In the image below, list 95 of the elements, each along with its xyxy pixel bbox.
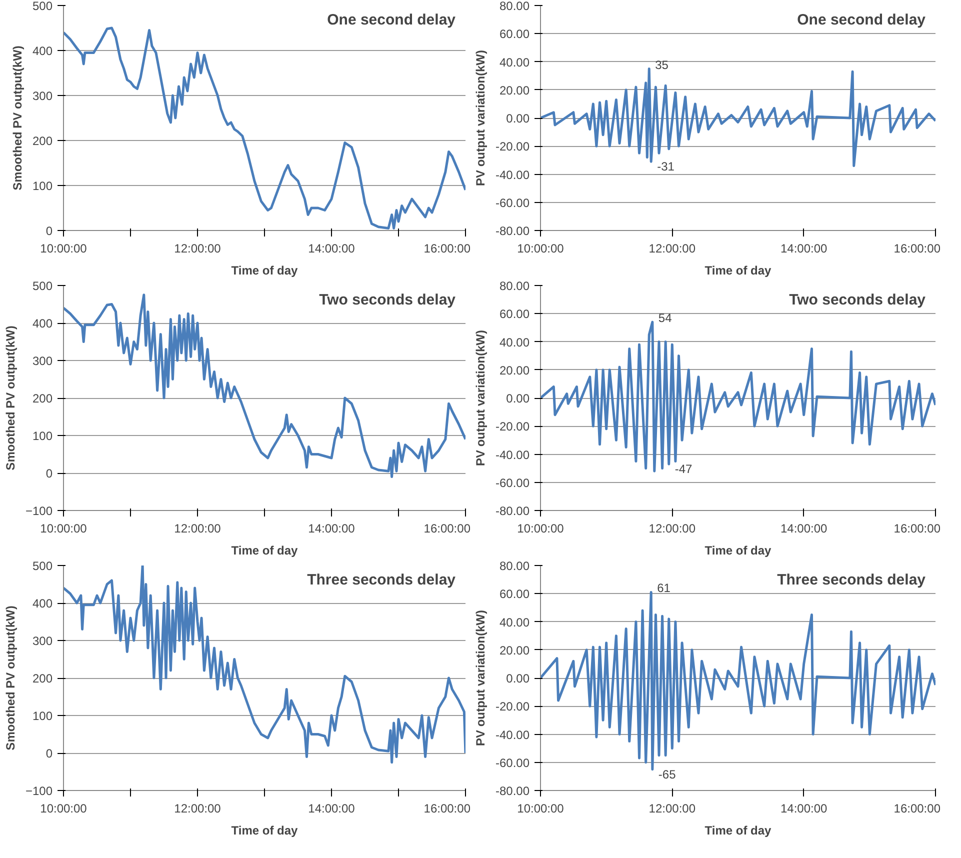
x-tick-label: 10:00:00 <box>40 242 88 256</box>
x-tick-label: 12:00:00 <box>648 242 696 256</box>
y-tick-label: -60.00 <box>495 196 530 210</box>
x-axis-title: Time of day <box>704 824 772 838</box>
y-tick-label: -80.00 <box>495 784 530 798</box>
y-tick-label: 400 <box>32 316 53 330</box>
y-tick-label: 100 <box>32 179 53 193</box>
y-tick-label: 80.00 <box>499 0 530 13</box>
y-tick-label: -20.00 <box>495 700 530 714</box>
y-tick-label: 20.00 <box>499 363 530 378</box>
y-tick-label: 0 <box>46 466 53 480</box>
y-tick-label: -60.00 <box>495 756 530 770</box>
y-axis-title: PV output variation(kW) <box>473 330 488 466</box>
annotation: -65 <box>658 767 676 782</box>
y-tick-label: -40.00 <box>495 168 530 182</box>
y-tick-label: 80.00 <box>499 559 530 573</box>
chart-title: One second delay <box>327 12 456 28</box>
y-tick-label: −100 <box>25 784 53 798</box>
y-tick-label: 100 <box>32 429 53 443</box>
y-tick-label: -80.00 <box>495 504 530 518</box>
x-tick-label: 10:00:00 <box>40 802 88 816</box>
x-axis-title: Time of day <box>231 544 298 558</box>
y-tick-label: 300 <box>32 634 53 648</box>
y-tick-label: 400 <box>32 596 53 610</box>
y-tick-label: 200 <box>32 672 53 686</box>
y-tick-label: 400 <box>32 44 53 58</box>
y-tick-label: 0 <box>46 224 53 238</box>
y-tick-label: 300 <box>32 354 53 368</box>
y-tick-label: 500 <box>32 279 53 293</box>
x-axis-title: Time of day <box>704 544 772 558</box>
x-tick-label: 12:00:00 <box>648 802 696 816</box>
y-tick-label: 200 <box>32 392 53 406</box>
y-tick-label: 80.00 <box>499 279 530 293</box>
y-tick-label: 0.00 <box>506 112 530 126</box>
y-tick-label: 0 <box>46 746 53 760</box>
x-axis-title: Time of day <box>231 264 298 278</box>
x-tick-label: 12:00:00 <box>174 242 222 256</box>
y-tick-label: 20.00 <box>499 643 530 658</box>
annotation: 61 <box>657 581 671 596</box>
x-tick-label: 14:00:00 <box>780 802 828 816</box>
x-tick-label: 10:00:00 <box>517 522 564 536</box>
x-tick-label: 14:00:00 <box>780 522 828 536</box>
y-tick-label: 60.00 <box>499 307 530 322</box>
y-tick-label: 40.00 <box>499 615 530 630</box>
chart-title: Two seconds delay <box>319 292 456 308</box>
y-tick-label: 40.00 <box>499 55 530 70</box>
y-tick-label: -20.00 <box>495 140 530 154</box>
x-tick-label: 16:00:00 <box>424 802 471 816</box>
y-tick-label: −100 <box>25 504 53 518</box>
annotation: 35 <box>655 58 669 72</box>
annotation: 54 <box>658 311 672 326</box>
y-tick-label: -60.00 <box>495 476 530 490</box>
x-tick-label: 10:00:00 <box>40 522 88 536</box>
chart-title: One second delay <box>797 12 926 28</box>
y-tick-label: -40.00 <box>495 728 530 742</box>
y-axis-title: Smoothed PV output(kW) <box>3 326 18 470</box>
x-tick-label: 16:00:00 <box>894 242 941 256</box>
y-tick-label: 500 <box>32 0 53 13</box>
y-tick-label: 60.00 <box>499 27 530 42</box>
x-tick-label: 14:00:00 <box>780 242 828 256</box>
x-tick-label: 16:00:00 <box>424 242 471 256</box>
x-tick-label: 14:00:00 <box>308 802 356 816</box>
x-tick-label: 16:00:00 <box>424 522 471 536</box>
x-tick-label: 14:00:00 <box>308 242 356 256</box>
x-tick-label: 16:00:00 <box>894 802 941 816</box>
y-tick-label: 0.00 <box>506 672 530 686</box>
y-axis-title: Smoothed PV output(kW) <box>10 46 24 190</box>
y-tick-label: 40.00 <box>499 335 530 350</box>
y-tick-label: 300 <box>32 89 53 103</box>
x-tick-label: 16:00:00 <box>894 522 941 536</box>
x-axis-title: Time of day <box>231 824 298 838</box>
x-tick-label: 12:00:00 <box>174 802 222 816</box>
annotation: -47 <box>674 462 693 476</box>
annotation: -31 <box>657 160 675 174</box>
x-tick-label: 10:00:00 <box>517 802 564 816</box>
y-tick-label: -80.00 <box>495 224 530 238</box>
x-axis-title: Time of day <box>704 264 772 278</box>
y-tick-label: -20.00 <box>495 420 530 434</box>
y-tick-label: 100 <box>32 709 53 723</box>
chart-title: Two seconds delay <box>789 292 926 308</box>
x-tick-label: 12:00:00 <box>648 522 696 536</box>
y-axis-title: PV output variation(kW) <box>473 50 488 186</box>
y-tick-label: 60.00 <box>499 587 530 602</box>
chart-title: Three seconds delay <box>307 572 456 588</box>
y-tick-label: 200 <box>32 134 53 148</box>
y-tick-label: 500 <box>32 559 53 573</box>
x-tick-label: 10:00:00 <box>517 242 564 256</box>
x-tick-label: 12:00:00 <box>174 522 222 536</box>
chart-title: Three seconds delay <box>777 572 926 588</box>
y-axis-title: PV output variation(kW) <box>473 610 488 746</box>
y-tick-label: -40.00 <box>495 448 530 462</box>
y-axis-title: Smoothed PV output(kW) <box>3 606 18 750</box>
x-tick-label: 14:00:00 <box>308 522 356 536</box>
y-tick-label: 0.00 <box>506 392 530 406</box>
y-tick-label: 20.00 <box>499 83 530 98</box>
